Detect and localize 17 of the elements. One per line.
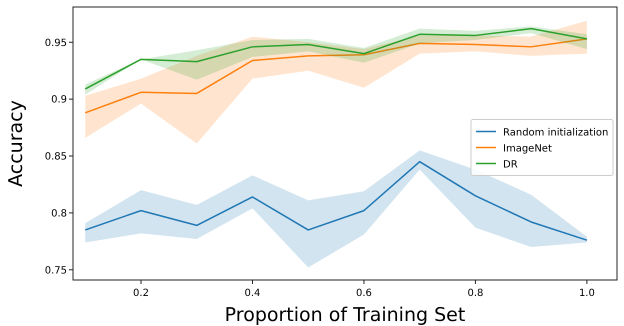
y-tick-label: 0.95	[44, 38, 67, 49]
legend-label: ImageNet	[503, 144, 552, 154]
legend-label: Random initialization	[503, 128, 608, 138]
x-tick-label: 0.6	[356, 288, 372, 299]
line-series	[84, 38, 588, 114]
x-tick-label: 0.8	[467, 288, 484, 299]
y-tick-label: 0.85	[44, 152, 67, 163]
y-tick-label: 0.9	[51, 94, 67, 106]
legend-label: DR	[503, 160, 518, 170]
x-tick-label: 1.0	[578, 288, 595, 299]
x-tick-label: 0.4	[244, 288, 260, 299]
y-axis-title: Accuracy	[5, 100, 27, 187]
line-series	[84, 160, 588, 241]
y-tick-label: 0.75	[44, 265, 67, 276]
x-tick-label: 0.2	[133, 288, 149, 299]
y-tick-label: 0.8	[51, 208, 67, 220]
x-axis-title: Proportion of Training Set	[224, 304, 466, 326]
